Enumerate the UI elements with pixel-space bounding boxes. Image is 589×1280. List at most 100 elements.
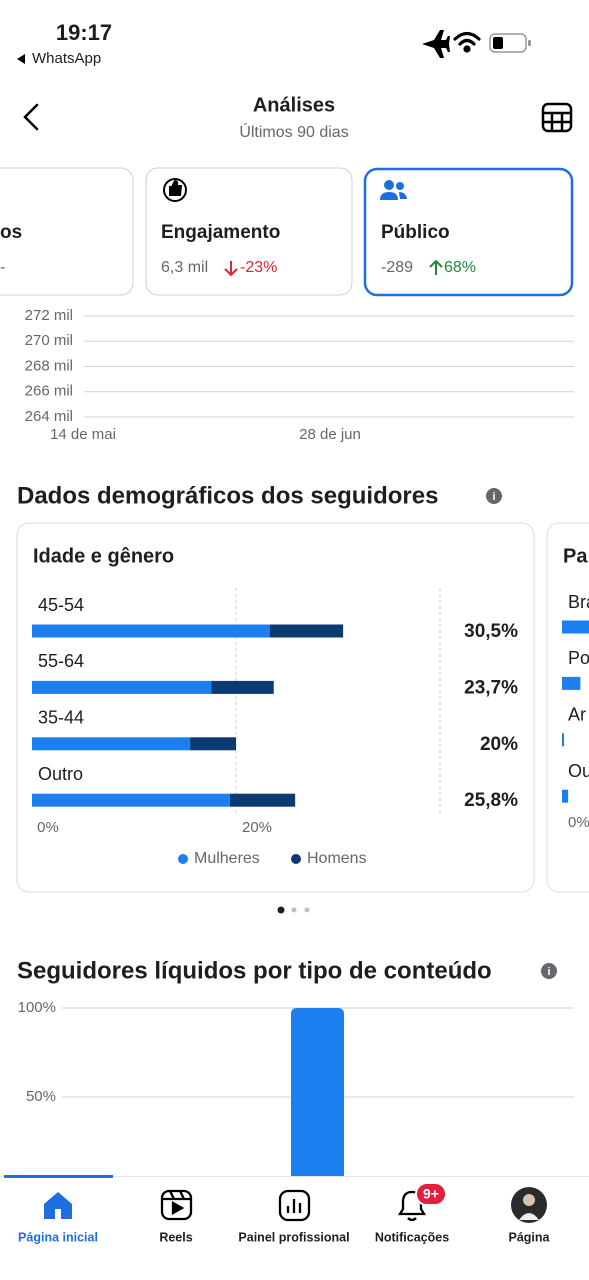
y-tick-label: 264 mil <box>25 408 73 425</box>
legend-label: Homens <box>307 850 367 867</box>
card-title: Pa <box>563 545 588 567</box>
audience-icon <box>380 180 407 200</box>
bar-segment <box>211 680 274 694</box>
back-app[interactable]: WhatsApp <box>32 50 101 67</box>
dashboard-icon[interactable] <box>278 1189 311 1222</box>
card-title: os <box>0 222 22 243</box>
bar <box>562 789 569 803</box>
info-icon[interactable] <box>486 488 502 504</box>
bar <box>562 676 581 690</box>
category-label: Ou <box>568 761 589 781</box>
category-label: Outro <box>38 764 83 784</box>
bottom-nav: 9+ <box>0 1175 589 1280</box>
x-tick-label: 20% <box>242 819 272 836</box>
category-label: Ar <box>568 705 586 725</box>
metric-card[interactable] <box>0 167 134 296</box>
avatar-face <box>523 1194 535 1206</box>
page-title: Análises <box>253 94 335 116</box>
bar-segment <box>32 624 270 638</box>
y-tick-label: 270 mil <box>25 332 73 349</box>
avatar-body <box>519 1213 539 1220</box>
bar-segment <box>32 680 212 694</box>
down-arrow <box>224 261 238 277</box>
page-subtitle: Últimos 90 dias <box>239 122 348 141</box>
legend-swatch <box>291 854 301 864</box>
card-change: -23% <box>240 259 277 276</box>
page-dot[interactable] <box>304 907 310 913</box>
total-label: 30,5% <box>464 621 518 642</box>
nav-label[interactable]: Painel profissional <box>238 1230 349 1244</box>
info-glyph: i <box>547 966 550 978</box>
legend-swatch <box>178 854 188 864</box>
x-tick-label: 14 de mai <box>50 426 116 443</box>
total-label: 25,8% <box>464 790 518 811</box>
nav-background <box>0 1176 589 1280</box>
bar <box>291 1008 344 1186</box>
section-title: Seguidores líquidos por tipo de conteúdo <box>17 957 492 984</box>
category-label: 35-44 <box>38 708 84 728</box>
bar-segment <box>190 737 236 751</box>
battery-cap <box>528 40 531 46</box>
home-door <box>55 1209 61 1219</box>
nav-label[interactable]: Reels <box>159 1230 192 1244</box>
x-tick-label: 0% <box>568 814 589 831</box>
y-tick-label: 272 mil <box>25 307 73 324</box>
nav-labels: Página inicial Reels Painel profissional No… <box>18 1230 550 1244</box>
country-card <box>546 522 589 893</box>
category-label: Po <box>568 648 589 668</box>
card-change: 68% <box>444 259 476 276</box>
country-chart: Bra Po Ar Ou 0% <box>562 592 589 831</box>
x-tick-label: 28 de jun <box>299 426 361 443</box>
bar-segment <box>229 793 296 807</box>
battery <box>489 33 527 53</box>
x-tick-label: 0% <box>37 819 59 836</box>
bar <box>562 733 565 747</box>
card-value: -289 <box>381 259 413 276</box>
back-arrow[interactable] <box>17 54 25 64</box>
card-value: - <box>0 259 5 276</box>
y-tick-label: 50% <box>26 1088 56 1105</box>
bar <box>562 620 589 634</box>
category-label: 45-54 <box>38 595 84 615</box>
y-tick-label: 266 mil <box>25 383 73 400</box>
nav-label[interactable]: Notificações <box>375 1230 449 1244</box>
home-icon[interactable] <box>44 1192 72 1219</box>
category-label: 55-64 <box>38 651 84 671</box>
time: 19:17 <box>56 20 112 45</box>
badge <box>415 1182 447 1206</box>
card-value: 6,3 mil <box>161 259 208 276</box>
info-glyph: i <box>492 491 495 503</box>
bar-segment <box>32 737 191 751</box>
up-arrow <box>429 259 443 275</box>
bar-segment <box>269 624 344 638</box>
card-title: Público <box>381 222 450 243</box>
section-title: Dados demográficos dos seguidores <box>17 482 438 509</box>
metric-card-selected[interactable] <box>363 167 574 297</box>
page-dot[interactable] <box>291 907 297 913</box>
y-tick-label: 268 mil <box>25 357 73 374</box>
card-title: Idade e gênero <box>33 545 174 567</box>
battery-level <box>493 37 503 49</box>
net-followers-chart: 100% 50% <box>18 999 574 1186</box>
table-icon[interactable] <box>541 102 573 133</box>
nav-label[interactable]: Página inicial <box>18 1230 98 1244</box>
metric-card[interactable] <box>145 167 353 296</box>
age-gender-card <box>16 522 535 893</box>
category-label: Bra <box>568 592 589 612</box>
back-button[interactable] <box>23 103 39 131</box>
y-tick-label: 100% <box>18 999 56 1016</box>
bar-segment <box>32 793 230 807</box>
total-label: 23,7% <box>464 677 518 698</box>
airplane-icon <box>422 30 450 58</box>
reels-icon[interactable] <box>160 1189 193 1221</box>
legend-label: Mulheres <box>194 850 260 867</box>
page-dot-active[interactable] <box>277 906 285 914</box>
nav-label[interactable]: Página <box>509 1230 551 1244</box>
wifi-icon <box>453 31 481 53</box>
age-gender-chart: 0% 20% 45-54 30,5% 55-64 23,7% 35-44 20% Outro 25… <box>32 588 518 867</box>
info-icon[interactable] <box>541 963 557 979</box>
badge-count: 9+ <box>423 1186 439 1202</box>
engagement-icon <box>163 178 187 202</box>
